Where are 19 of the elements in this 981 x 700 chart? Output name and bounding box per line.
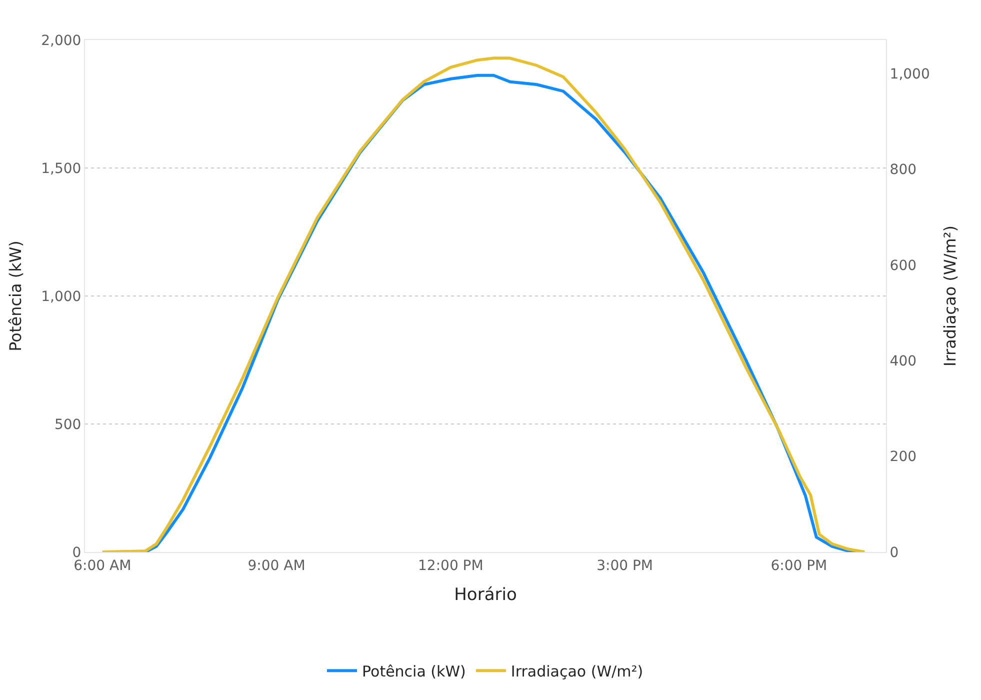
y-tick-label: 2,000 [41, 32, 82, 49]
y2-tick-label: 600 [890, 258, 917, 274]
y-tick-label: 1,000 [41, 288, 82, 305]
y2-tick-label: 0 [890, 544, 899, 561]
y-axis-title: Potência (kW) [6, 240, 26, 352]
x-tick-label: 6:00 PM [770, 558, 828, 574]
x-tick-label: 12:00 PM [418, 558, 484, 574]
y-tick-label: 1,500 [41, 160, 82, 177]
y2-tick-label: 400 [890, 354, 917, 370]
x-tick-label: 3:00 PM [596, 558, 654, 574]
y2-tick-label: 800 [890, 162, 917, 178]
x-tick-label: 9:00 AM [248, 558, 306, 574]
legend-label: Irradiaçao (W/m²) [510, 662, 644, 680]
y2-tick-label: 200 [890, 449, 917, 466]
x-axis-title: Horário [454, 585, 517, 606]
y2-tick-label: 1,000 [890, 66, 930, 82]
legend-label: Potência (kW) [362, 662, 466, 680]
y-tick-label: 500 [54, 416, 82, 433]
y2-axis-title: Irradiaçao (W/m²) [940, 226, 960, 366]
